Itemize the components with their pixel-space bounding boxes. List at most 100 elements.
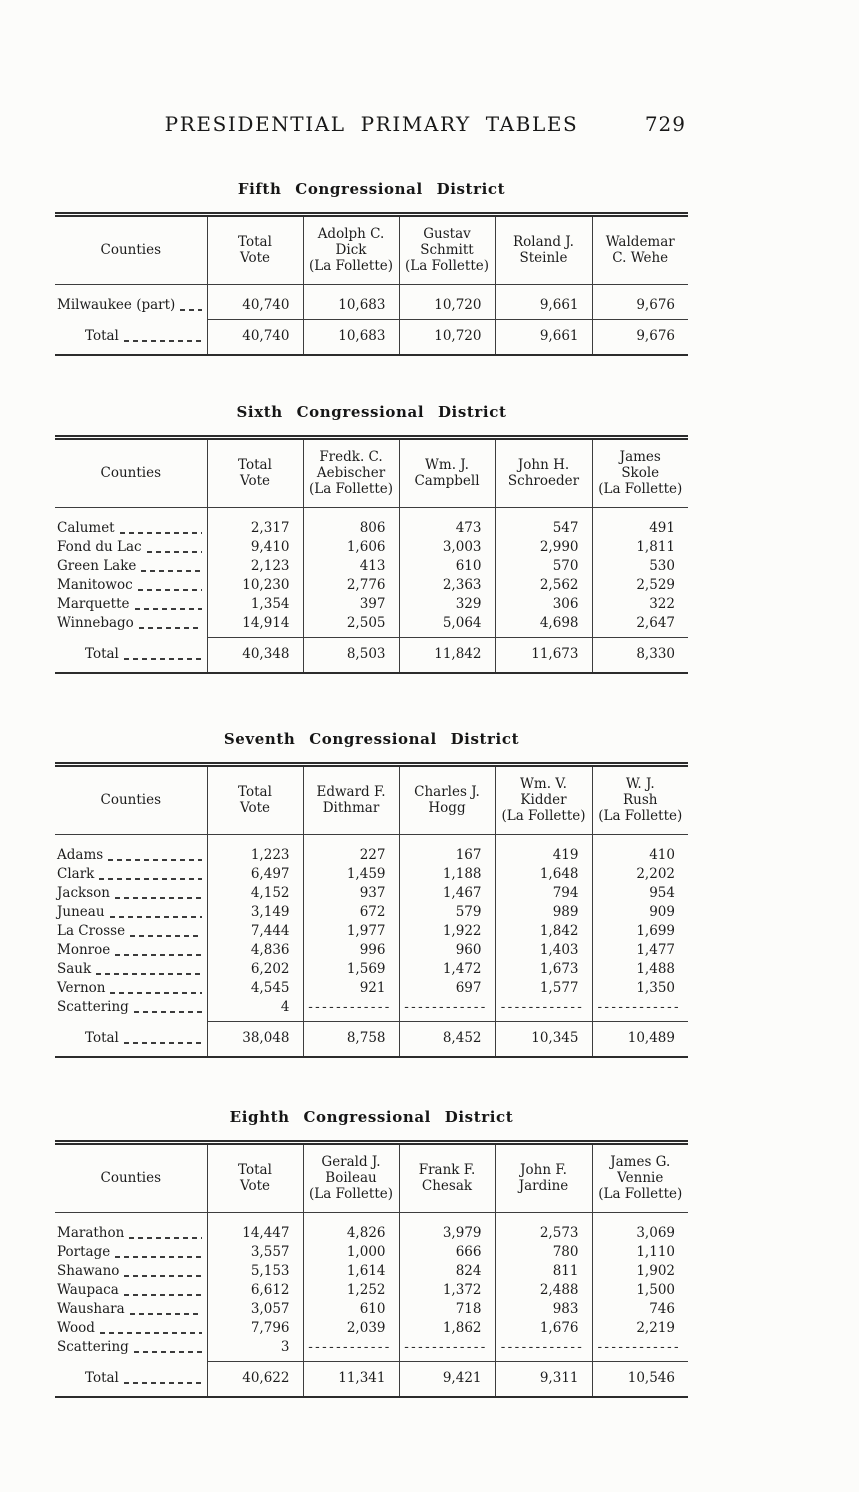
running-title: PRESIDENTIAL PRIMARY TABLES: [164, 112, 579, 136]
column-header: Counties: [55, 437, 207, 508]
leader-dashes: [124, 1275, 202, 1277]
total-row: Total 38,048 8,758 8,452 10,345 10,489: [55, 1021, 688, 1057]
county-cell: Waupaca: [55, 1281, 207, 1300]
column-header: Edward F. Dithmar: [302, 764, 399, 835]
column-header-line: James: [619, 449, 661, 465]
column-header-line: Charles J.: [414, 784, 480, 800]
county-line: Portage: [57, 1244, 206, 1261]
vote-cell: 780: [494, 1243, 592, 1262]
county-line: Manitowoc: [57, 577, 206, 594]
column-header-line: Rush: [623, 792, 658, 808]
vote-cell: ------------: [398, 1338, 495, 1362]
vote-cell: 610: [398, 557, 495, 576]
column-header: Waldemar C. Wehe: [591, 214, 688, 285]
county-cell: Waushara: [55, 1300, 207, 1319]
column-header: Adolph C. Dick (La Follette): [302, 214, 399, 285]
leader-dashes: [180, 309, 202, 312]
county-name: Wood: [57, 1320, 95, 1336]
vote-cell: 413: [302, 557, 399, 576]
total-vote-cell: 40,348: [206, 637, 303, 673]
leader-dashes: [141, 570, 202, 572]
county-name: Scattering: [57, 999, 129, 1016]
table-row: Green Lake 2,123 413 610 570 530: [55, 557, 688, 576]
column-header: Total Vote: [206, 764, 303, 835]
vote-cell: 1,000: [302, 1243, 399, 1262]
column-header-line: (La Follette): [308, 481, 394, 497]
vote-cell: 579: [398, 903, 495, 922]
vote-cell: 2,317: [206, 507, 303, 538]
column-header-line: Frank F.: [418, 1162, 476, 1178]
district-title: Sixth Congressional District: [236, 403, 507, 421]
district-section: Sixth Congressional District Counties Tota…: [55, 403, 688, 674]
vote-cell: 1,902: [591, 1262, 688, 1281]
district-title: Eighth Congressional District: [229, 1108, 514, 1126]
vote-cell: 40,740: [206, 284, 303, 320]
county-name: Shawano: [57, 1263, 120, 1279]
leader-dashes: [96, 973, 202, 975]
vote-cell: 1,811: [591, 538, 688, 557]
vote-cell: 1,477: [591, 941, 688, 960]
vote-cell: 697: [398, 979, 495, 998]
leader-dashes: [133, 1011, 202, 1014]
table-row: Monroe 4,836 996 960 1,403 1,477: [55, 941, 688, 960]
vote-cell: 2,562: [494, 576, 592, 595]
column-header: Charles J. Hogg: [398, 764, 495, 835]
county-line: Wood: [57, 1320, 206, 1337]
vote-cell: 2,123: [206, 557, 303, 576]
total-vote-cell: 11,341: [302, 1361, 399, 1397]
vote-cell: 4,836: [206, 941, 303, 960]
column-header-line: (La Follette): [308, 258, 394, 274]
county-line: Fond du Lac: [57, 539, 206, 556]
leader-dashes: [137, 589, 202, 591]
county-line: Monroe: [57, 942, 206, 959]
column-header-line: Jardine: [518, 1178, 569, 1194]
vote-cell: 3,979: [398, 1212, 495, 1243]
leader-dashes: [138, 627, 202, 630]
total-label-cell: Total: [55, 1362, 207, 1398]
column-header: Gustav Schmitt (La Follette): [398, 214, 495, 285]
county-cell: Calumet: [55, 508, 207, 539]
county-name: Marathon: [57, 1225, 125, 1241]
vote-cell: 954: [591, 884, 688, 903]
leader-dashes: [110, 992, 202, 994]
vote-cell: 989: [494, 903, 592, 922]
county-line: Green Lake: [57, 558, 206, 575]
county-name: Waushara: [57, 1301, 125, 1317]
vote-cell: 329: [398, 595, 495, 614]
county-line: Sauk: [57, 961, 206, 978]
county-line: Marquette: [57, 596, 206, 613]
vote-cell: 1,614: [302, 1262, 399, 1281]
county-name: Juneau: [57, 904, 105, 920]
column-header: Frank F. Chesak: [398, 1142, 495, 1213]
page-number: 729: [644, 112, 686, 136]
county-cell: Green Lake: [55, 557, 207, 576]
column-header: W. J. Rush (La Follette): [591, 764, 688, 835]
column-header-line: John F.: [520, 1162, 567, 1178]
district-title: Fifth Congressional District: [237, 180, 506, 198]
column-header-line: Wm. V.: [520, 776, 567, 792]
vote-cell: 2,488: [494, 1281, 592, 1300]
column-header: Wm. J. Campbell: [398, 437, 495, 508]
total-vote-cell: 9,311: [494, 1361, 592, 1397]
column-header: John F. Jardine: [494, 1142, 592, 1213]
vote-cell: 4,826: [302, 1212, 399, 1243]
table-row: Winnebago 14,914 2,505 5,064 4,698 2,647: [55, 614, 688, 638]
column-header-line: Boileau: [325, 1170, 377, 1186]
county-cell: Monroe: [55, 941, 207, 960]
vote-cell: 1,699: [591, 922, 688, 941]
county-name: Vernon: [57, 980, 106, 996]
table-row: Juneau 3,149 672 579 989 909: [55, 903, 688, 922]
county-cell: Shawano: [55, 1262, 207, 1281]
county-cell: Adams: [55, 835, 207, 866]
county-cell: Milwaukee (part): [55, 285, 207, 320]
vote-cell: 909: [591, 903, 688, 922]
vote-cell: 491: [591, 507, 688, 538]
vote-cell: 5,153: [206, 1262, 303, 1281]
total-vote-cell: 8,452: [398, 1021, 495, 1057]
vote-cell: 666: [398, 1243, 495, 1262]
vote-cell: 14,447: [206, 1212, 303, 1243]
column-header: Counties: [55, 764, 207, 835]
total-vote-cell: 8,758: [302, 1021, 399, 1057]
vote-cell: 4,545: [206, 979, 303, 998]
results-table: Counties Total Vote Edward F. Dithmar Charles…: [55, 762, 688, 1058]
